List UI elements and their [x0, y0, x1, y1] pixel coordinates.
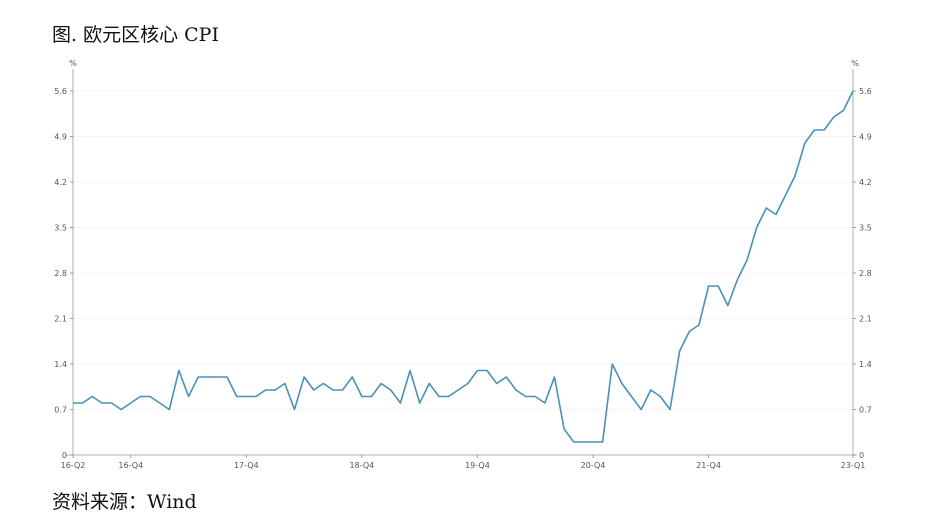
y-tick-label-left: 2.1: [54, 315, 67, 324]
series-line: [73, 90, 854, 443]
y-tick-label-left: 5.6: [54, 87, 67, 96]
y-tick-label-left: 1.4: [54, 360, 67, 369]
y-tick-label-left: 4.9: [54, 133, 67, 142]
y-unit-left: %: [69, 59, 77, 68]
figure-source: 资料来源：Wind: [52, 491, 197, 513]
x-tick-label: 18-Q4: [350, 461, 375, 470]
y-tick-label-left: 4.2: [54, 178, 67, 187]
y-tick-label-right: 5.6: [859, 87, 872, 96]
x-tick-label: 21-Q4: [696, 461, 721, 470]
y-tick-label-right: 0.7: [859, 406, 872, 415]
axes: [65, 69, 857, 456]
x-tick-label: 23-Q1: [841, 461, 866, 470]
figure-title: 图. 欧元区核心 CPI: [52, 24, 219, 46]
y-tick-label-right: 4.2: [859, 178, 872, 187]
x-tick-label: 17-Q4: [234, 461, 259, 470]
y-tick-label-left: 2.8: [54, 269, 67, 278]
y-tick-label-right: 2.8: [859, 269, 872, 278]
y-tick-label-right: 1.4: [859, 360, 872, 369]
y-tick-label-left: 0.7: [54, 406, 67, 415]
grid-lines: [73, 90, 853, 410]
y-axis-left-ticks: 0 0.7 1.4 2.1 2.8 3.5 4.2 4.9 5.6: [54, 87, 73, 460]
y-tick-label-left: 0: [62, 451, 67, 460]
x-tick-label: 16-Q2: [61, 461, 86, 470]
y-tick-label-right: 2.1: [859, 315, 872, 324]
y-unit-right: %: [851, 59, 859, 68]
x-axis-ticks: 16-Q2 16-Q4 17-Q4 18-Q4 19-Q4 20-Q4 21-Q4 23-Q1: [61, 455, 866, 470]
y-tick-label-right: 0: [859, 451, 864, 460]
x-tick-label: 20-Q4: [581, 461, 606, 470]
y-tick-label-right: 3.5: [859, 224, 872, 233]
x-tick-label: 19-Q4: [465, 461, 490, 470]
x-tick-label: 16-Q4: [118, 461, 143, 470]
y-tick-label-left: 3.5: [54, 224, 67, 233]
y-axis-right-ticks: 0 0.7 1.4 2.1 2.8 3.5 4.2 4.9 5.6: [853, 87, 872, 460]
y-tick-label-right: 4.9: [859, 133, 872, 142]
